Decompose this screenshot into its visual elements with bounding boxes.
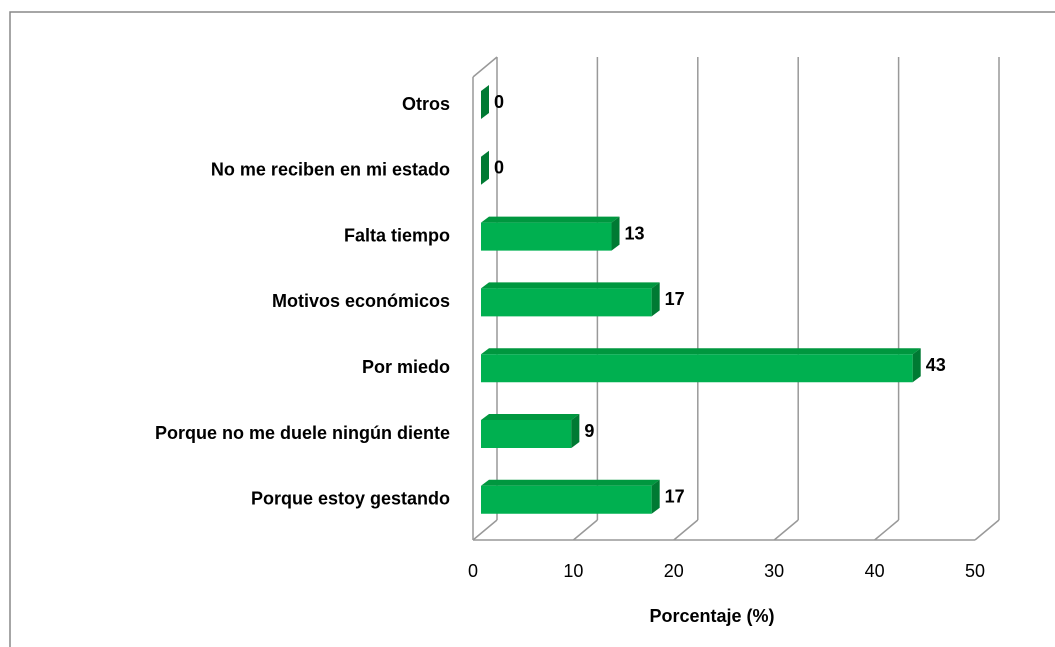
bar-top	[481, 414, 580, 420]
bar	[481, 150, 489, 185]
grid-line	[673, 519, 699, 541]
bar-top	[481, 348, 921, 355]
bar-front	[481, 420, 572, 448]
x-tick-label: 40	[865, 561, 885, 581]
bar	[481, 85, 489, 119]
bar	[481, 216, 620, 251]
category-label: Otros	[402, 94, 450, 114]
x-tick-label: 50	[965, 561, 985, 581]
bar-side	[651, 479, 660, 514]
category-label: Porque no me duele ningún diente	[155, 423, 450, 443]
x-tick-label: 0	[468, 561, 478, 581]
category-label: No me reciben en mi estado	[211, 160, 450, 180]
x-tick-label: 30	[764, 561, 784, 581]
side-wall	[472, 56, 498, 78]
bar	[481, 348, 921, 383]
bar	[481, 414, 580, 448]
bar-front	[481, 288, 652, 317]
bar-top	[481, 282, 660, 289]
category-label: Motivos económicos	[272, 291, 450, 311]
category-label: Falta tiempo	[344, 225, 450, 245]
chart-frame	[9, 11, 1055, 647]
value-label: 13	[625, 223, 645, 243]
bar	[481, 282, 660, 317]
bar-side	[571, 414, 580, 448]
category-label: Porque estoy gestando	[251, 489, 450, 509]
bar-front	[481, 222, 612, 251]
bar-side	[611, 216, 620, 251]
category-label: Por miedo	[362, 357, 450, 377]
value-label: 0	[494, 158, 504, 178]
grid-line	[874, 519, 900, 541]
grid-line	[974, 519, 1000, 541]
bar-side	[481, 85, 489, 119]
value-label: 17	[665, 487, 685, 507]
x-tick-label: 20	[664, 561, 684, 581]
bar-front	[481, 354, 913, 383]
bar-side	[651, 282, 660, 317]
value-label: 17	[665, 289, 685, 309]
grid-line	[773, 519, 799, 541]
grid-line	[472, 519, 498, 541]
bar-side	[912, 348, 921, 383]
bar-top	[481, 479, 660, 486]
bar-top	[481, 216, 620, 223]
bar-side	[481, 150, 489, 185]
x-tick-label: 10	[563, 561, 583, 581]
bar	[481, 479, 660, 514]
value-label: 9	[584, 421, 594, 441]
x-axis-label: Porcentaje (%)	[649, 606, 774, 626]
value-label: 0	[494, 92, 504, 112]
grid-line	[572, 519, 598, 541]
bar-front	[481, 485, 652, 514]
value-label: 43	[926, 355, 946, 375]
